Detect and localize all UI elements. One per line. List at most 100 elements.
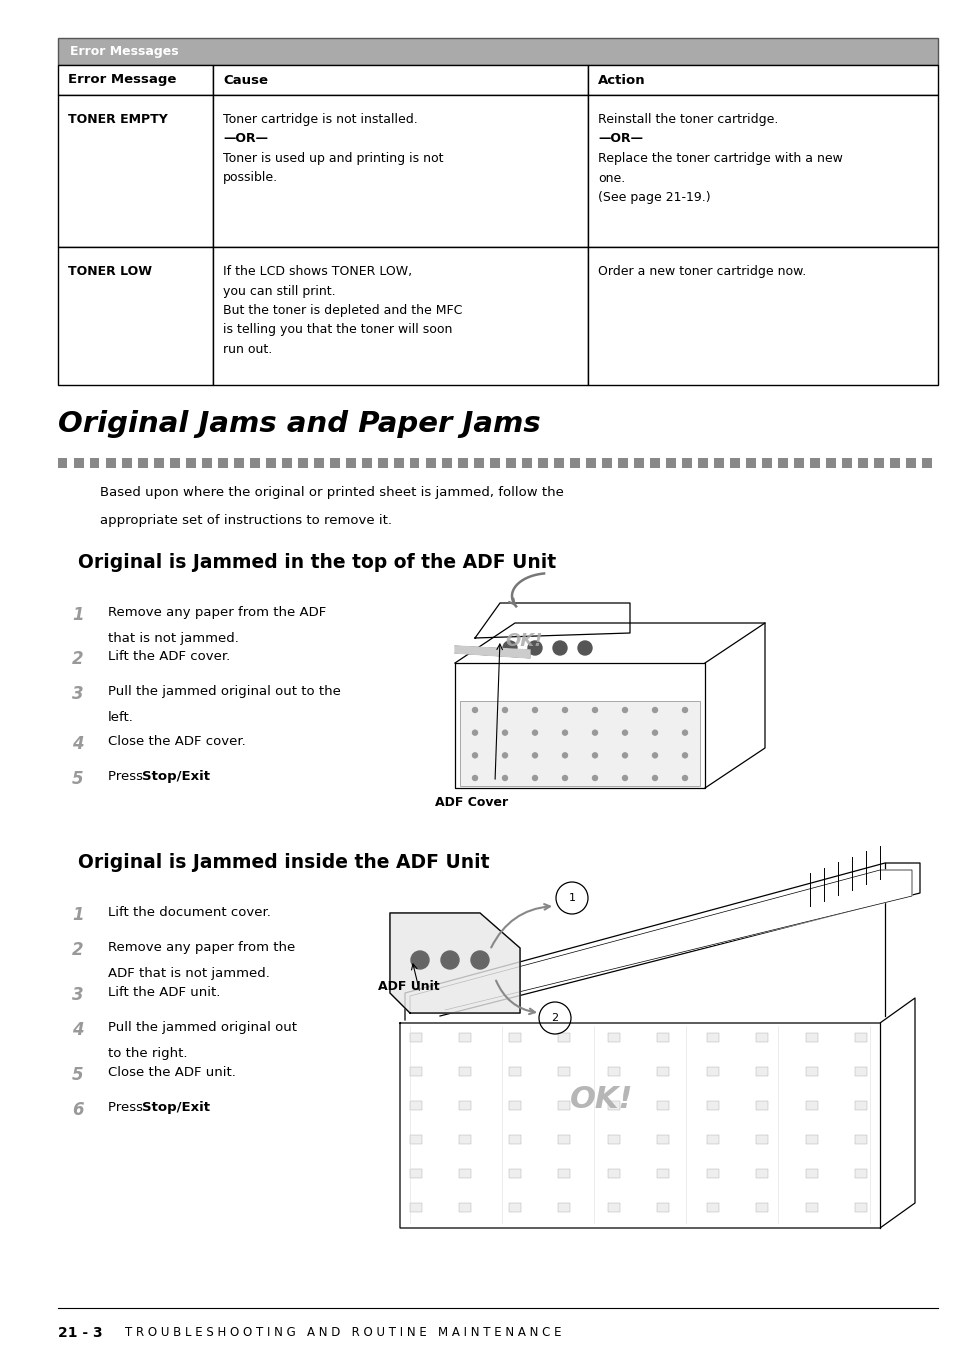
- Polygon shape: [390, 912, 519, 1012]
- Text: possible.: possible.: [223, 171, 278, 185]
- Bar: [508, 1067, 520, 1077]
- Bar: [490, 458, 499, 468]
- Text: Pull the jammed original out to the: Pull the jammed original out to the: [108, 685, 340, 698]
- Circle shape: [562, 752, 567, 758]
- Bar: [804, 1067, 817, 1077]
- Circle shape: [502, 776, 507, 781]
- Circle shape: [532, 776, 537, 781]
- Text: appropriate set of instructions to remove it.: appropriate set of instructions to remov…: [100, 514, 392, 527]
- Bar: [474, 458, 483, 468]
- Bar: [854, 1033, 866, 1042]
- Bar: [745, 458, 755, 468]
- Bar: [657, 1101, 668, 1109]
- Bar: [729, 458, 739, 468]
- Bar: [587, 94, 937, 248]
- Bar: [905, 458, 915, 468]
- Text: 21 - 3: 21 - 3: [58, 1326, 103, 1341]
- Bar: [756, 1202, 767, 1212]
- Circle shape: [652, 707, 657, 713]
- Circle shape: [562, 731, 567, 735]
- Text: Pull the jammed original out: Pull the jammed original out: [108, 1021, 296, 1034]
- Bar: [778, 458, 786, 468]
- Bar: [554, 458, 563, 468]
- Circle shape: [622, 731, 627, 735]
- Circle shape: [681, 731, 687, 735]
- Text: 6: 6: [71, 1101, 84, 1119]
- Bar: [854, 1101, 866, 1109]
- Circle shape: [652, 776, 657, 781]
- Bar: [804, 1033, 817, 1042]
- Circle shape: [578, 642, 592, 655]
- Bar: [410, 1202, 421, 1212]
- Text: Error Message: Error Message: [68, 74, 176, 86]
- Bar: [508, 1033, 520, 1042]
- Text: (See page 21-19.): (See page 21-19.): [598, 192, 710, 204]
- Text: to the right.: to the right.: [108, 1047, 188, 1060]
- Circle shape: [532, 707, 537, 713]
- Bar: [921, 458, 930, 468]
- Text: TONER EMPTY: TONER EMPTY: [68, 114, 168, 126]
- Bar: [756, 1170, 767, 1178]
- Bar: [706, 1067, 718, 1077]
- Bar: [508, 1101, 520, 1109]
- Bar: [297, 458, 307, 468]
- Bar: [410, 1067, 421, 1077]
- Bar: [706, 1033, 718, 1042]
- Text: Press: Press: [108, 1101, 147, 1114]
- Bar: [106, 458, 115, 468]
- Text: 4: 4: [71, 1021, 84, 1040]
- Circle shape: [553, 642, 566, 655]
- Circle shape: [622, 752, 627, 758]
- Text: Lift the ADF cover.: Lift the ADF cover.: [108, 650, 230, 663]
- Circle shape: [681, 752, 687, 758]
- Bar: [756, 1067, 767, 1077]
- Bar: [607, 1033, 619, 1042]
- Text: —OR—: —OR—: [223, 133, 268, 145]
- Bar: [854, 1067, 866, 1077]
- Circle shape: [472, 776, 477, 781]
- Text: But the toner is depleted and the MFC: But the toner is depleted and the MFC: [223, 304, 462, 317]
- Bar: [410, 1135, 421, 1144]
- Bar: [250, 458, 259, 468]
- Text: left.: left.: [108, 711, 133, 724]
- Bar: [804, 1170, 817, 1178]
- Bar: [825, 458, 835, 468]
- Text: Reinstall the toner cartridge.: Reinstall the toner cartridge.: [598, 114, 778, 126]
- Text: 2: 2: [551, 1012, 558, 1023]
- Bar: [756, 1101, 767, 1109]
- Bar: [756, 1033, 767, 1042]
- Bar: [607, 1202, 619, 1212]
- Bar: [706, 1170, 718, 1178]
- Bar: [426, 458, 435, 468]
- Circle shape: [562, 776, 567, 781]
- Bar: [585, 458, 595, 468]
- Bar: [58, 458, 68, 468]
- Polygon shape: [455, 646, 530, 658]
- Bar: [508, 1202, 520, 1212]
- Circle shape: [622, 707, 627, 713]
- Text: ADF that is not jammed.: ADF that is not jammed.: [108, 967, 270, 979]
- Bar: [410, 458, 419, 468]
- Bar: [713, 458, 722, 468]
- Bar: [202, 458, 212, 468]
- Circle shape: [562, 707, 567, 713]
- Bar: [58, 94, 213, 248]
- Bar: [330, 458, 339, 468]
- Bar: [607, 1170, 619, 1178]
- Bar: [873, 458, 882, 468]
- Text: Remove any paper from the: Remove any paper from the: [108, 941, 294, 953]
- Bar: [459, 1170, 471, 1178]
- Bar: [793, 458, 802, 468]
- Bar: [558, 1033, 570, 1042]
- Bar: [634, 458, 643, 468]
- Circle shape: [592, 707, 597, 713]
- Circle shape: [532, 752, 537, 758]
- Bar: [706, 1101, 718, 1109]
- Text: Press: Press: [108, 770, 147, 782]
- Bar: [508, 1170, 520, 1178]
- Text: Toner is used up and printing is not: Toner is used up and printing is not: [223, 152, 443, 166]
- Bar: [761, 458, 771, 468]
- Bar: [809, 458, 819, 468]
- Circle shape: [472, 731, 477, 735]
- Bar: [459, 700, 700, 787]
